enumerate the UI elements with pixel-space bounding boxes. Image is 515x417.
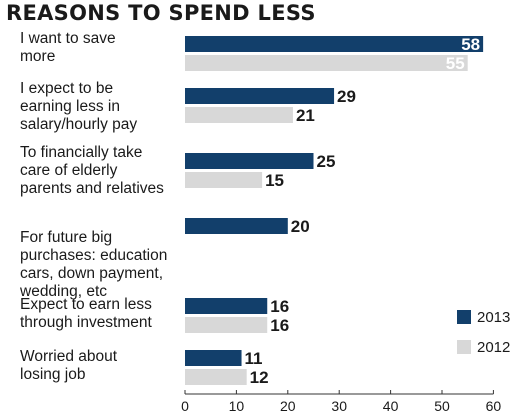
x-tick-label: 10 xyxy=(229,398,245,414)
x-tick-label: 0 xyxy=(181,398,189,414)
chart-title: REASONS TO SPEND LESS xyxy=(6,1,316,25)
bar-2013 xyxy=(185,88,335,104)
data-label: 55 xyxy=(446,54,465,73)
bar-2013 xyxy=(185,153,314,169)
category-label-line: Expect to earn less xyxy=(20,296,152,313)
category-label-line: more xyxy=(20,48,55,65)
category-label-line: Worried about xyxy=(20,348,118,365)
category-label-line: salary/hourly pay xyxy=(20,116,137,133)
category-label-line: through investment xyxy=(20,314,153,331)
category-label-line: I expect to be xyxy=(20,80,113,97)
x-tick-label: 60 xyxy=(486,398,502,414)
legend-swatch-2013 xyxy=(457,310,471,324)
category-label: For future big purchases: education cars, … xyxy=(19,229,167,300)
data-label: 21 xyxy=(296,106,315,125)
bar-2012 xyxy=(185,172,263,188)
category-label-line: care of elderly xyxy=(20,162,118,179)
category-label: Worried about losing job xyxy=(20,348,118,383)
category-label-line: cars, down payment, xyxy=(20,265,163,282)
category-label-line: To financially take xyxy=(20,144,142,161)
category-label: I want to save more xyxy=(20,30,116,65)
legend-swatch-2012 xyxy=(457,340,471,354)
legend-label: 2012 xyxy=(477,339,510,356)
data-label: 15 xyxy=(265,171,284,190)
legend: 2013 2012 xyxy=(457,309,510,356)
data-label: 58 xyxy=(461,35,480,54)
bar-2013 xyxy=(185,350,242,366)
category-label: Expect to earn less through investment xyxy=(20,296,153,331)
legend-label: 2013 xyxy=(477,309,510,326)
bar-2012 xyxy=(185,107,293,123)
category-labels: I want to save more I expect to be earning … xyxy=(19,30,167,383)
data-label: 11 xyxy=(245,349,263,368)
category-label-line: purchases: education xyxy=(20,247,167,264)
category-label: To financially take care of elderly parent… xyxy=(20,144,164,197)
bar-2012 xyxy=(185,369,247,385)
category-label-line: For future big xyxy=(20,229,112,246)
bar-2013 xyxy=(185,298,268,314)
category-label-line: earning less in xyxy=(20,98,120,115)
bar-2013 xyxy=(185,36,484,52)
data-label: 12 xyxy=(250,368,269,387)
category-label: I expect to be earning less in salary/hour… xyxy=(20,80,137,133)
x-axis: 0 10 20 30 40 50 60 xyxy=(181,390,501,414)
x-tick-label: 30 xyxy=(331,398,347,414)
data-label: 29 xyxy=(337,87,356,106)
data-label: 25 xyxy=(317,152,336,171)
bar-2012 xyxy=(185,55,468,71)
bar-2013 xyxy=(185,218,288,234)
x-tick-label: 50 xyxy=(434,398,450,414)
data-label: 20 xyxy=(291,217,310,236)
data-label: 16 xyxy=(270,297,289,316)
category-label-line: parents and relatives xyxy=(20,180,164,197)
data-label: 16 xyxy=(270,316,289,335)
x-tick-label: 40 xyxy=(383,398,399,414)
category-label-line: losing job xyxy=(20,366,86,383)
category-label-line: wedding, etc xyxy=(19,283,107,300)
category-label-line: I want to save xyxy=(20,30,116,47)
bar-2012 xyxy=(185,317,268,333)
x-tick-label: 20 xyxy=(280,398,296,414)
